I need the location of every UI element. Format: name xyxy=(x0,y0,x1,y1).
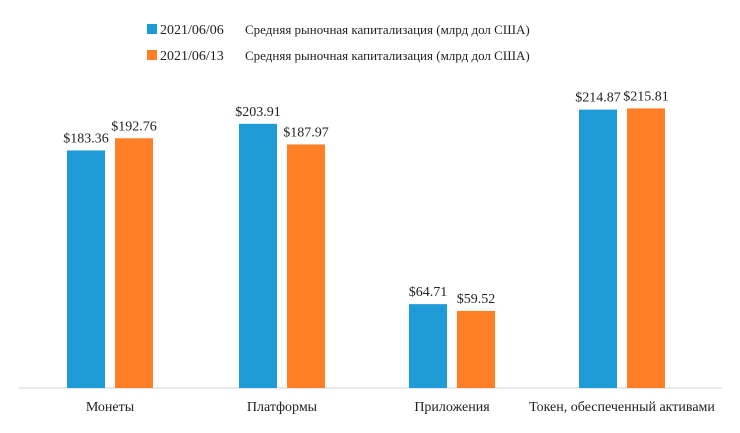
data-label-1-series-2: $192.76 xyxy=(111,119,157,134)
category-label-1: Монеты xyxy=(86,400,135,415)
category-label-4: Токен, обеспеченный активами xyxy=(529,400,715,415)
data-label-3-series-2: $59.52 xyxy=(457,292,496,307)
data-label-1-series-1: $183.36 xyxy=(63,131,109,146)
legend-description-2: Средняя рыночная капитализация (млрд дол… xyxy=(245,48,530,63)
legend-description-1: Средняя рыночная капитализация (млрд дол… xyxy=(245,22,530,37)
legend-swatch-2 xyxy=(147,50,157,60)
bar-2-series-1 xyxy=(239,123,277,389)
data-label-4-series-2: $215.81 xyxy=(623,89,669,104)
data-label-4-series-1: $214.87 xyxy=(575,91,621,106)
category-label-3: Приложения xyxy=(414,400,490,415)
bar-4-series-1 xyxy=(579,109,617,389)
value-labels: $183.36$192.76 $203.91$187.97 $64.71 $59.52… xyxy=(63,89,669,306)
bar-1-series-1 xyxy=(67,150,105,388)
bar-3-series-2 xyxy=(457,310,495,388)
category-labels: Монеты Платформы Приложения Токен, обеспече… xyxy=(86,400,716,415)
data-label-3-series-1: $64.71 xyxy=(409,285,448,300)
bars xyxy=(67,108,665,389)
bar-2-series-2 xyxy=(287,144,325,388)
legend-date-2: 2021/06/13 xyxy=(160,49,224,64)
legend: 2021/06/06 Средняя рыночная капитализация… xyxy=(147,22,530,64)
legend-date-1: 2021/06/06 xyxy=(160,23,224,38)
category-label-2: Платформы xyxy=(247,400,318,415)
legend-swatch-1 xyxy=(147,24,157,34)
data-label-2-series-1: $203.91 xyxy=(235,105,281,120)
bar-1-series-2 xyxy=(115,138,153,388)
bar-4-series-2 xyxy=(627,108,665,388)
data-label-2-series-2: $187.97 xyxy=(283,125,329,140)
bar-3-series-1 xyxy=(409,304,447,388)
